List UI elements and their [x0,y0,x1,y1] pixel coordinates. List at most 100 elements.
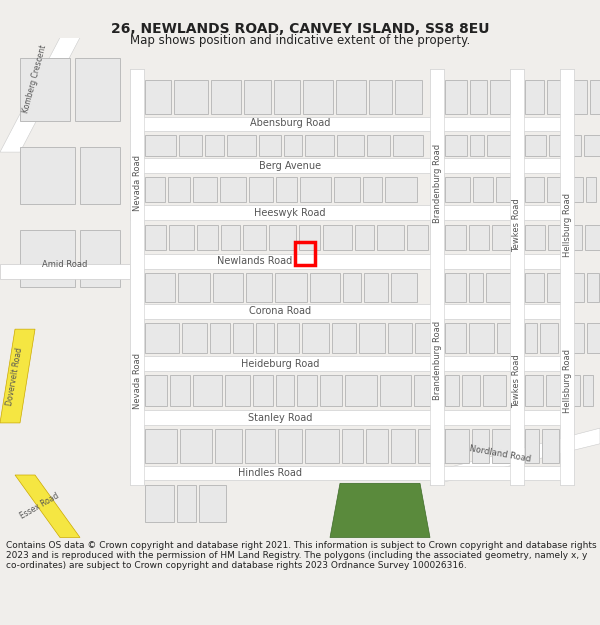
Bar [469,225,489,250]
Bar [177,486,196,522]
Bar [525,273,544,302]
Text: Amid Road: Amid Road [43,260,88,269]
Bar [343,273,361,302]
Bar [243,225,266,250]
Bar [418,429,448,462]
Polygon shape [330,483,430,538]
Text: Nevada Road: Nevada Road [133,353,142,409]
Bar [355,225,374,250]
Bar [490,80,510,114]
Bar [469,273,483,302]
Bar [215,429,242,462]
Bar [179,136,202,156]
Bar [174,80,208,114]
Bar [130,158,570,173]
Bar [525,225,545,250]
Bar [246,273,272,302]
Bar [130,205,570,220]
Text: Corona Road: Corona Road [249,306,311,316]
Bar [560,69,574,486]
Bar [269,225,296,250]
Bar [227,136,256,156]
Bar [492,225,517,250]
Bar [585,225,600,250]
Bar [178,273,210,302]
Bar [180,429,212,462]
Bar [80,230,120,288]
Polygon shape [0,38,80,152]
Bar [193,177,217,202]
Bar [492,429,512,462]
Text: Stanley Road: Stanley Road [248,412,312,422]
Bar [169,225,194,250]
Bar [445,273,466,302]
Bar [472,429,489,462]
Text: Heeswyk Road: Heeswyk Road [254,208,326,217]
Bar [510,69,524,486]
Bar [547,80,563,114]
Bar [145,323,179,353]
Bar [388,323,412,353]
Bar [584,136,600,156]
Text: Tewkes Road: Tewkes Road [512,198,521,252]
Bar [430,69,444,486]
Bar [332,323,356,353]
Polygon shape [0,329,35,423]
Bar [393,136,423,156]
Bar [380,375,411,406]
Bar [445,136,467,156]
Bar [310,273,340,302]
Bar [547,177,561,202]
Bar [276,375,294,406]
Bar [568,225,582,250]
Bar [548,225,567,250]
Bar [20,58,70,121]
Bar [130,117,570,131]
Bar [130,304,570,319]
Bar [391,273,417,302]
Bar [130,304,570,319]
Bar [75,58,120,121]
Bar [483,375,506,406]
Bar [323,225,352,250]
Text: Abensburg Road: Abensburg Road [250,118,330,128]
Polygon shape [430,428,600,486]
Bar [220,177,246,202]
Bar [145,486,174,522]
Text: 26, NEWLANDS ROAD, CANVEY ISLAND, SS8 8EU: 26, NEWLANDS ROAD, CANVEY ISLAND, SS8 8E… [111,22,489,36]
Bar [364,273,388,302]
Bar [445,429,469,462]
Bar [130,69,144,486]
Bar [213,273,243,302]
Bar [542,429,559,462]
Bar [510,69,524,486]
Bar [587,323,600,353]
Bar [256,323,274,353]
Bar [199,486,226,522]
Bar [297,375,317,406]
Bar [130,356,570,371]
Bar [130,69,144,486]
Bar [302,323,329,353]
Bar [145,375,167,406]
Bar [407,225,428,250]
Bar [334,177,360,202]
Bar [525,177,544,202]
Bar [391,429,415,462]
Bar [470,80,487,114]
Bar [299,225,320,250]
Text: Newlands Road: Newlands Road [217,256,293,266]
Bar [259,136,281,156]
Text: Map shows position and indicative extent of the property.: Map shows position and indicative extent… [130,34,470,48]
Bar [145,136,176,156]
Bar [568,375,580,406]
Bar [130,205,570,220]
Bar [233,323,253,353]
Bar [0,264,130,279]
Bar [245,429,275,462]
Text: Berg Avenue: Berg Avenue [259,161,321,171]
Bar [546,375,564,406]
Bar [130,411,570,425]
Bar [205,136,224,156]
Bar [168,177,190,202]
